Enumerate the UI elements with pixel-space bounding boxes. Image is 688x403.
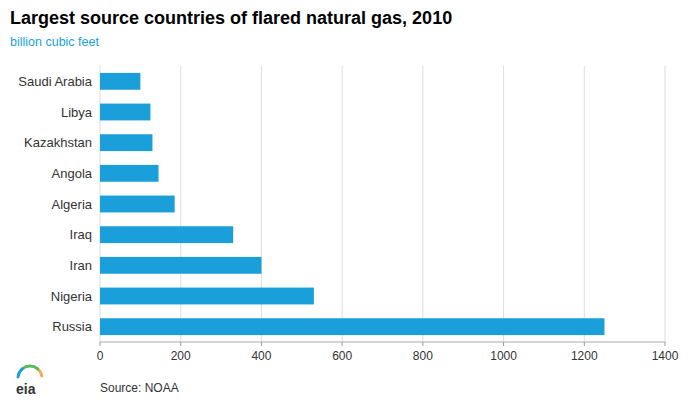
tick-mark bbox=[342, 342, 343, 346]
title: Largest source countries of flared natur… bbox=[10, 8, 452, 28]
chart: Largest source countries of flared natur… bbox=[0, 0, 688, 403]
bar bbox=[100, 104, 150, 121]
bar bbox=[100, 318, 604, 335]
category-label: Libya bbox=[61, 105, 93, 120]
tick-mark bbox=[503, 342, 504, 346]
category-label: Kazakhstan bbox=[24, 135, 92, 150]
logo: eia bbox=[16, 366, 42, 397]
bar bbox=[100, 73, 140, 90]
chart-container: Largest source countries of flared natur… bbox=[0, 0, 688, 403]
x-axis: 0 200 400 600 800 1000 1200 1400 bbox=[97, 342, 679, 363]
y-axis: Russia Nigeria Iran Iraq Algeria Angola Kazakh… bbox=[18, 74, 93, 334]
tick-label: 1000 bbox=[490, 349, 517, 363]
tick-mark bbox=[100, 342, 101, 346]
grid-line bbox=[422, 66, 423, 342]
tick-label: 1200 bbox=[571, 349, 598, 363]
category-label: Iraq bbox=[70, 227, 92, 242]
bar bbox=[100, 226, 233, 243]
logo-arc bbox=[18, 369, 22, 377]
tick-mark bbox=[180, 342, 181, 346]
tick-mark bbox=[422, 342, 423, 346]
tick-mark bbox=[261, 342, 262, 346]
category-label: Angola bbox=[52, 166, 93, 181]
grid-line bbox=[503, 66, 504, 342]
category-label: Algeria bbox=[52, 197, 93, 212]
grid-line bbox=[584, 66, 585, 342]
bar bbox=[100, 288, 314, 305]
logo-text: eia bbox=[16, 381, 36, 397]
tick-label: 200 bbox=[171, 349, 191, 363]
category-label: Nigeria bbox=[51, 289, 93, 304]
category-label: Russia bbox=[52, 319, 93, 334]
category-label: Saudi Arabia bbox=[18, 74, 92, 89]
bar bbox=[100, 257, 261, 274]
tick-label: 600 bbox=[332, 349, 352, 363]
bar bbox=[100, 134, 152, 151]
tick-label: 1400 bbox=[652, 349, 679, 363]
subtitle: billion cubic feet bbox=[10, 35, 99, 49]
tick-label: 800 bbox=[413, 349, 433, 363]
tick-mark bbox=[665, 342, 666, 346]
bars bbox=[100, 73, 604, 335]
bar bbox=[100, 196, 175, 213]
tick-label: 400 bbox=[251, 349, 271, 363]
axis-line bbox=[100, 342, 665, 343]
logo-arc bbox=[22, 366, 37, 369]
source: Source: NOAA bbox=[100, 381, 179, 395]
grid-line bbox=[342, 66, 343, 342]
category-label: Iran bbox=[70, 258, 92, 273]
grid bbox=[100, 66, 665, 342]
grid-line bbox=[665, 66, 666, 342]
bar bbox=[100, 165, 159, 182]
tick-mark bbox=[584, 342, 585, 346]
tick-label: 0 bbox=[97, 349, 104, 363]
